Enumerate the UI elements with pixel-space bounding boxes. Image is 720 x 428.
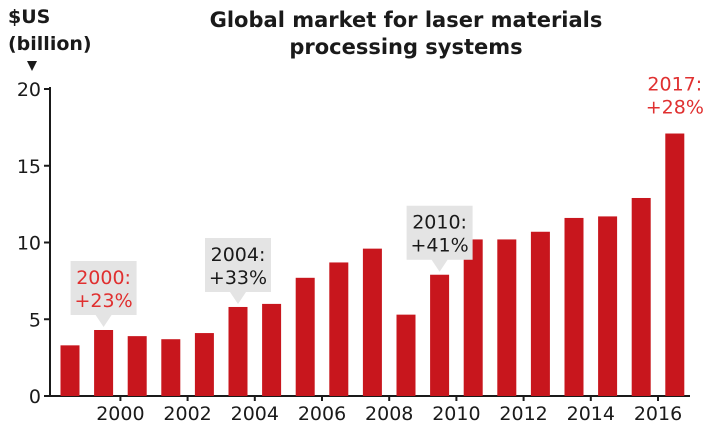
y-axis-arrow-icon (27, 61, 37, 71)
bar-2000 (94, 329, 114, 396)
bar-2011 (463, 239, 483, 396)
callout-year-label: 2010: (412, 212, 467, 234)
callout-year-label: 2004: (211, 244, 266, 266)
x-tick-label: 2014 (567, 403, 615, 425)
x-tick-label: 2004 (231, 403, 279, 425)
annotations: 2000:+23% 2004:+33% 2010:+41% 2017:+28% (70, 74, 704, 327)
x-tick-label: 2010 (432, 403, 480, 425)
x-tick-label: 2008 (365, 403, 413, 425)
y-tick-label: 15 (17, 156, 41, 178)
bar-2013 (530, 231, 550, 396)
bar-2017 (665, 133, 685, 396)
bar-2003 (194, 333, 214, 396)
y-tick-label: 5 (29, 309, 41, 331)
x-tick-label: 2000 (96, 403, 144, 425)
bar-2016 (631, 197, 651, 396)
y-axis-label-line-2: (billion) (8, 33, 92, 55)
callout-2017: 2017:+28% (646, 74, 704, 119)
callout-growth-label: +41% (411, 235, 469, 257)
callout-2004: 2004:+33% (205, 237, 271, 304)
callout-year-label: 2017: (647, 74, 702, 96)
bar-2006 (295, 277, 315, 396)
callout-growth-label: +28% (646, 97, 704, 119)
x-tick-label: 2002 (163, 403, 211, 425)
callout-growth-label: +33% (209, 267, 267, 289)
callout-box (70, 260, 137, 327)
bar-2014 (564, 217, 584, 396)
callout-2000: 2000:+23% (70, 260, 137, 327)
bar-2012 (497, 239, 517, 396)
x-tick-label: 2012 (499, 403, 547, 425)
bar-2001 (127, 336, 147, 396)
bar-2015 (598, 216, 618, 396)
bar-2005 (262, 303, 282, 396)
axes: 0 5 10 15 20 2000 2002 2004 2006 2008 2010 2012 2014… (17, 79, 690, 425)
callout-year-label: 2000: (76, 267, 131, 289)
bar-2009 (396, 314, 416, 396)
bar-2008 (362, 248, 382, 396)
y-axis-label-line-1: $US (8, 6, 50, 28)
callout-box (406, 205, 473, 272)
callout-growth-label: +23% (75, 290, 133, 312)
bars (60, 133, 685, 396)
bar-1999 (60, 345, 80, 396)
bar-2002 (161, 339, 181, 396)
y-tick-label: 10 (17, 233, 41, 255)
y-tick-label: 0 (29, 386, 41, 408)
bar-2007 (329, 262, 349, 396)
chart-title-line-1: Global market for laser materials (210, 8, 603, 32)
x-tick-label: 2006 (298, 403, 346, 425)
callout-2010: 2010:+41% (406, 205, 473, 272)
bar-2004 (228, 306, 248, 396)
x-tick-label: 2016 (634, 403, 682, 425)
y-tick-label: 20 (17, 79, 41, 101)
bar-2010 (430, 274, 450, 396)
chart-title-line-2: processing systems (289, 35, 522, 59)
callout-box (205, 237, 271, 304)
